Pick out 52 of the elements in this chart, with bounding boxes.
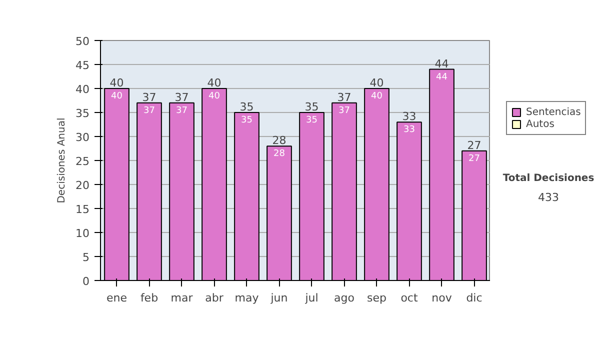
y-tick-label: 40 (76, 83, 90, 96)
data-label: 40 (371, 92, 383, 102)
total-label: 37 (174, 90, 189, 104)
x-tick-label: jul (304, 292, 318, 304)
x-tick-label: jun (270, 292, 288, 304)
y-tick-label: 35 (76, 107, 90, 120)
x-tick-label: mar (170, 292, 194, 304)
text: Total Decisiones (502, 173, 594, 184)
legend-label: Autos (526, 118, 554, 130)
total-label: 40 (110, 76, 124, 90)
total-label: 37 (142, 90, 156, 104)
total-label: 37 (337, 90, 352, 104)
y-tick-label: 10 (76, 227, 90, 240)
data-label: 44 (436, 72, 448, 82)
data-label: 40 (208, 92, 220, 102)
x-tick-label: sep (367, 292, 387, 304)
y-tick-label: 5 (82, 251, 90, 264)
data-label: 27 (468, 154, 480, 164)
x-tick-label: abr (205, 292, 224, 304)
y-tick-label: 30 (76, 131, 90, 144)
data-label: 37 (176, 106, 188, 116)
x-tick-label: ene (106, 292, 128, 304)
data-label: 37 (338, 106, 350, 116)
data-label: 35 (241, 116, 252, 126)
x-tick-label: dic (466, 292, 482, 304)
y-tick-label: 15 (76, 203, 90, 216)
total-label: 35 (304, 100, 319, 114)
x-tick-label: oct (400, 292, 418, 304)
total-label: 28 (272, 134, 286, 148)
total-label: 27 (467, 138, 482, 152)
data-label: 33 (404, 125, 415, 136)
y-tick-label: 50 (76, 35, 90, 48)
y-axis-title: Decisiones Anual (56, 118, 68, 204)
total-label: 40 (207, 76, 222, 90)
x-tick-label: may (234, 292, 260, 304)
y-tick-label: 45 (76, 59, 90, 72)
legend-label: Sentencias (526, 106, 581, 118)
y-tick-label: 25 (76, 155, 90, 168)
total-label: 40 (370, 76, 384, 90)
y-tick-label: 0 (82, 275, 90, 288)
text: 433 (538, 191, 559, 204)
total-label: 35 (240, 100, 254, 114)
x-tick-label: ago (334, 292, 355, 304)
data-label: 40 (111, 92, 123, 102)
x-tick-label: feb (140, 292, 158, 304)
data-label: 35 (306, 116, 318, 126)
total-label: 44 (434, 57, 449, 70)
y-tick-label: 20 (76, 179, 90, 192)
x-tick-label: nov (432, 292, 452, 304)
total-label: 33 (402, 110, 416, 124)
data-label: 37 (144, 106, 155, 116)
data-label: 28 (274, 149, 286, 160)
